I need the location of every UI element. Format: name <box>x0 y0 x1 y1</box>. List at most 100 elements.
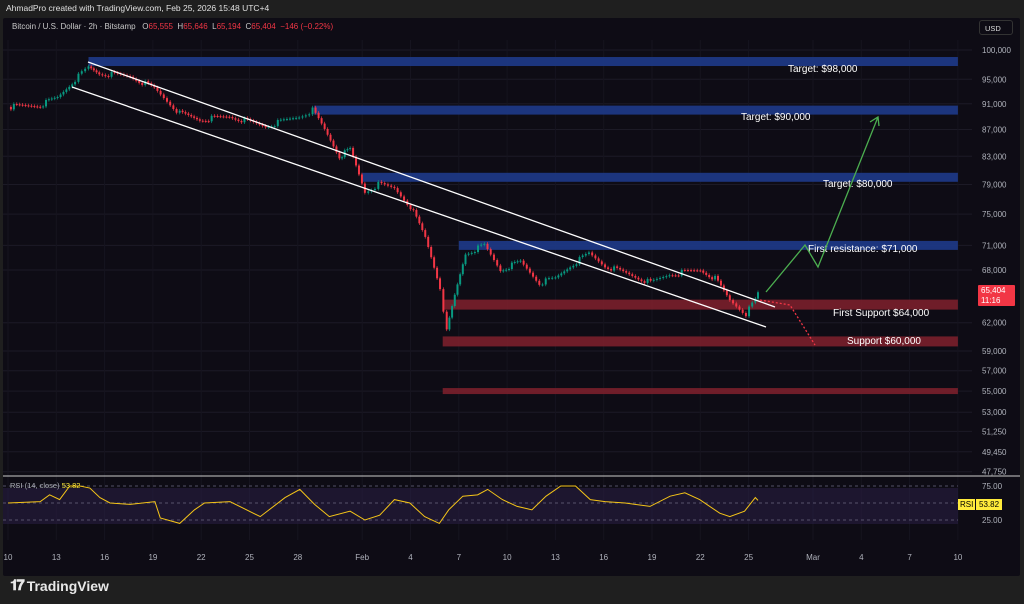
candle-body <box>396 188 399 193</box>
bullish-projection-path[interactable] <box>765 116 879 293</box>
candle-body <box>683 269 686 271</box>
candle-body <box>464 254 467 265</box>
candle-body <box>213 115 216 117</box>
candle-body <box>147 81 150 84</box>
candle-body <box>332 140 335 147</box>
candle-body <box>87 66 90 69</box>
channel-upper-line[interactable] <box>87 61 776 308</box>
candle-body <box>528 268 531 273</box>
candle-body <box>222 116 225 118</box>
currency-button[interactable]: USD <box>979 20 1013 35</box>
candle-body <box>36 106 39 108</box>
candle-body <box>563 271 566 274</box>
close-value: 65,404 <box>251 22 276 31</box>
candle-body <box>393 186 396 189</box>
candle-body <box>516 261 519 263</box>
tradingview-logo[interactable]: 𝟏𝟕 TradingView <box>10 577 109 594</box>
candle-body <box>295 117 298 119</box>
candle-body <box>90 66 93 69</box>
candle-body <box>690 270 693 272</box>
candle-body <box>65 89 68 92</box>
candle-body <box>634 275 637 278</box>
price-tick-label: 59,000 <box>982 347 1007 356</box>
high-label: H <box>177 22 184 31</box>
candle-body <box>702 270 705 273</box>
candle-body <box>355 156 358 166</box>
candle-body <box>522 260 525 265</box>
date-tick-label: 4 <box>859 553 864 562</box>
candle-body <box>373 188 376 191</box>
symbol-name[interactable]: Bitcoin / U.S. Dollar · 2h · Bitstamp <box>12 22 136 31</box>
candle-body <box>477 245 480 253</box>
candle-body <box>677 275 680 277</box>
change-value: −146 (−0.22%) <box>280 22 334 31</box>
candle-body <box>380 181 383 184</box>
candle-body <box>62 91 65 95</box>
candle-body <box>751 302 754 307</box>
date-tick-label: 13 <box>52 553 61 562</box>
candle-body <box>301 116 304 118</box>
price-tick-label: 47,750 <box>982 468 1007 477</box>
candle-body <box>178 110 181 113</box>
candle-body <box>204 120 207 122</box>
candle-body <box>237 119 240 121</box>
candle-body <box>341 157 344 159</box>
channel-lower-line[interactable] <box>71 86 767 328</box>
candle-body <box>50 98 53 100</box>
candle-body <box>489 249 492 255</box>
price-tick-label: 55,000 <box>982 387 1007 396</box>
low-label: L <box>212 22 217 31</box>
date-tick-label: 25 <box>245 553 254 562</box>
price-tick-label: 83,000 <box>982 152 1007 161</box>
open-label: O <box>142 22 149 31</box>
rsi-legend[interactable]: RSI (14, close) 53.82 <box>10 481 80 490</box>
candle-body <box>470 252 473 254</box>
symbol-legend: Bitcoin / U.S. Dollar · 2h · Bitstamp O 6… <box>12 22 333 31</box>
candle-body <box>631 274 634 276</box>
candle-body <box>637 277 640 280</box>
candle-body <box>162 94 165 99</box>
price-zone-resistance <box>362 172 958 182</box>
price-tick-label: 57,000 <box>982 367 1007 376</box>
date-tick-label: 13 <box>551 553 560 562</box>
candle-body <box>84 68 87 72</box>
candle-body <box>59 94 62 98</box>
candle-body <box>652 279 655 281</box>
rsi-tick-label: 75.00 <box>982 482 1003 491</box>
candle-body <box>231 117 234 119</box>
candle-body <box>711 277 714 280</box>
candle-body <box>665 276 668 278</box>
candle-body <box>680 269 683 276</box>
candle-body <box>566 269 569 272</box>
candle-body <box>207 121 210 123</box>
candle-body <box>453 294 456 307</box>
bearish-projection-path[interactable] <box>759 299 816 346</box>
candle-body <box>445 311 448 330</box>
candle-body <box>267 126 270 128</box>
candle-body <box>415 210 418 217</box>
candle-body <box>604 264 607 268</box>
candle-body <box>717 275 720 281</box>
date-tick-label: 19 <box>648 553 657 562</box>
candle-body <box>719 280 722 286</box>
price-tick-label: 62,000 <box>982 319 1007 328</box>
candle-body <box>240 120 243 123</box>
candle-body <box>184 112 187 114</box>
price-tick-label: 53,000 <box>982 408 1007 417</box>
candle-body <box>510 262 513 270</box>
date-tick-label: 25 <box>744 553 753 562</box>
candle-body <box>499 265 502 272</box>
candle-body <box>92 68 95 71</box>
candle-body <box>74 81 77 85</box>
date-tick-label: 4 <box>408 553 413 562</box>
candle-body <box>390 185 393 187</box>
candle-body <box>587 252 590 254</box>
date-tick-label: 22 <box>696 553 705 562</box>
candle-body <box>541 284 544 286</box>
candle-body <box>110 71 113 77</box>
candle-body <box>159 90 162 95</box>
candle-body <box>640 279 643 282</box>
candle-body <box>738 306 741 310</box>
candle-body <box>538 280 541 285</box>
